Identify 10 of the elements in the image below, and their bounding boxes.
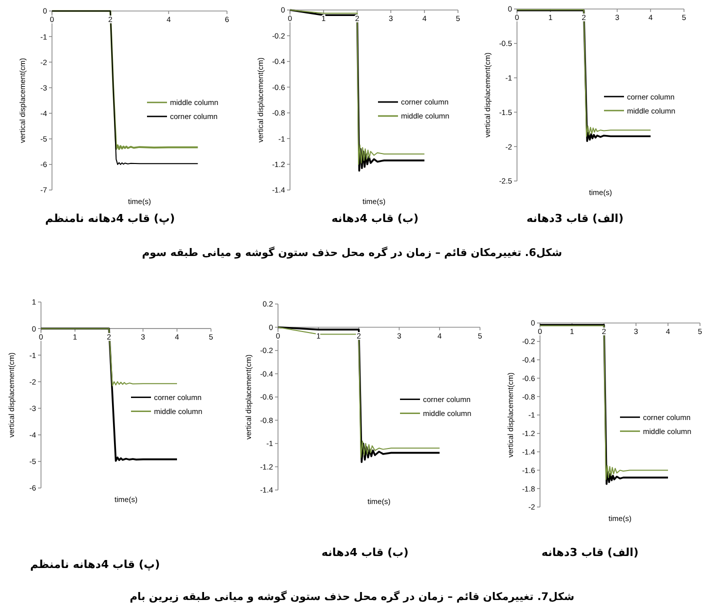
- text: (الف) قاب 3دهانه: [542, 546, 638, 559]
- text: (ب) قاب 4دهانه: [331, 212, 419, 225]
- text: شکل7. تغییرمکان قائم – زمان در گره محل حذف ستون گوشه و میانی طبقه زیرین بام: [130, 590, 574, 603]
- text: (پ) قاب 4دهانه نامنظم: [45, 212, 175, 225]
- line-series: [40, 328, 178, 386]
- text: شکل6. تغییرمکان قائم – زمان در گره محل حذف ستون گوشه و میانی طبقه سوم: [142, 246, 562, 259]
- text: (ب) قاب 4دهانه: [321, 546, 409, 559]
- line-series: [40, 328, 178, 462]
- text: (الف) قاب 3دهانه: [526, 212, 624, 225]
- text: (پ) قاب 4دهانه نامنظم: [30, 558, 160, 571]
